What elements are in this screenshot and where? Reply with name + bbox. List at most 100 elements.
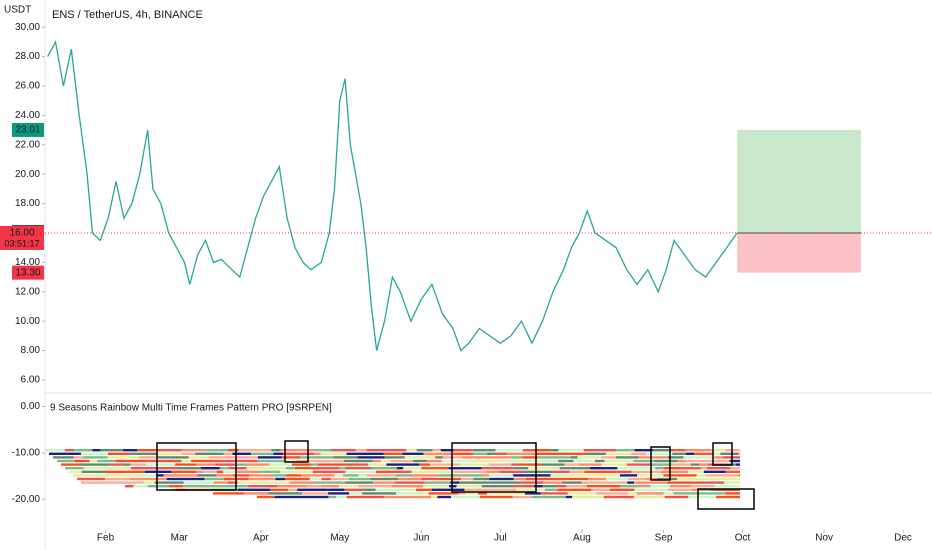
stripe xyxy=(428,492,459,495)
stripe xyxy=(489,463,512,466)
stripe xyxy=(326,474,335,477)
stripe xyxy=(544,488,558,491)
stripe xyxy=(702,452,714,455)
stripe xyxy=(584,470,617,473)
stripe xyxy=(397,477,413,481)
y-tick-label: -10.00 xyxy=(12,448,41,459)
stripe xyxy=(478,492,488,495)
stripe xyxy=(154,481,162,484)
stripe xyxy=(416,495,432,499)
stripe xyxy=(535,452,546,455)
stripe xyxy=(638,456,668,459)
stripe xyxy=(248,477,276,481)
stripe xyxy=(376,470,402,473)
stripe xyxy=(320,485,340,488)
stripe xyxy=(220,459,242,463)
y-tick-label: 24.00 xyxy=(15,110,40,121)
stripe xyxy=(144,452,157,455)
stripe xyxy=(489,474,514,477)
stripe xyxy=(261,474,273,477)
stripe xyxy=(183,481,214,484)
stripe xyxy=(196,463,216,466)
stripe xyxy=(164,459,182,463)
stripe xyxy=(300,456,334,459)
countdown: 03:51:17 xyxy=(4,238,39,248)
stripe xyxy=(696,474,706,477)
stripe xyxy=(336,495,347,499)
stripe xyxy=(421,477,439,481)
stripe xyxy=(69,470,82,473)
stripe xyxy=(569,452,587,455)
stripe xyxy=(346,452,372,455)
stripe xyxy=(107,452,130,455)
stripe xyxy=(461,477,474,481)
stripe xyxy=(129,452,145,455)
stripe xyxy=(286,467,295,470)
stripe xyxy=(118,481,144,484)
stripe xyxy=(401,470,412,473)
stripe xyxy=(499,470,525,473)
pattern-boxes xyxy=(156,440,755,510)
stripe xyxy=(416,488,432,491)
stripe xyxy=(431,488,446,491)
stripe xyxy=(537,456,571,459)
stripe xyxy=(273,452,283,455)
y-tick-label: 12.00 xyxy=(15,286,40,297)
stripe xyxy=(522,456,538,459)
x-tick-label: May xyxy=(330,533,349,544)
stripe xyxy=(716,488,740,491)
stripe xyxy=(700,467,707,470)
stripe xyxy=(327,459,345,463)
stripe xyxy=(248,485,261,488)
stripe xyxy=(557,488,592,491)
stripe xyxy=(559,477,589,481)
stripe xyxy=(371,467,379,470)
stripe xyxy=(586,485,620,488)
stripe xyxy=(288,488,298,491)
stripe xyxy=(105,477,130,481)
stripe xyxy=(725,470,740,473)
stripe xyxy=(596,492,629,495)
stripe xyxy=(396,467,404,470)
stripe xyxy=(725,492,740,495)
stripe xyxy=(667,456,684,459)
stripe xyxy=(438,477,462,481)
stripe xyxy=(513,485,534,488)
price-label: 13.30 xyxy=(15,267,40,278)
stripe xyxy=(372,485,392,488)
stripe xyxy=(627,481,635,484)
stripe xyxy=(570,456,578,459)
stripe xyxy=(413,459,427,463)
stripe xyxy=(391,485,424,488)
stripe xyxy=(309,477,322,481)
stripe xyxy=(517,463,542,466)
stripe xyxy=(223,452,233,455)
stripe xyxy=(642,463,651,466)
stripe xyxy=(545,452,570,455)
stripe xyxy=(237,488,271,491)
stripe xyxy=(639,467,656,470)
stripe xyxy=(372,459,381,463)
stripe xyxy=(652,449,672,452)
stripe xyxy=(515,459,526,463)
stripe xyxy=(714,456,723,459)
stripe xyxy=(223,470,236,473)
stripe xyxy=(579,463,602,466)
stripe xyxy=(234,463,248,466)
stripe xyxy=(73,456,84,459)
stripe xyxy=(668,488,680,491)
stripe xyxy=(257,456,282,459)
stripe xyxy=(711,449,726,452)
stripe xyxy=(271,449,281,452)
stripe xyxy=(654,459,678,463)
price-label-bg xyxy=(12,265,44,280)
stripe xyxy=(322,467,340,470)
pattern-box xyxy=(156,442,237,491)
indicator-stripes xyxy=(45,449,740,499)
stripe xyxy=(396,474,414,477)
stripe xyxy=(588,477,606,481)
stripe xyxy=(129,477,139,481)
stripe xyxy=(486,452,495,455)
stripe xyxy=(720,452,739,455)
stripe xyxy=(542,485,556,488)
